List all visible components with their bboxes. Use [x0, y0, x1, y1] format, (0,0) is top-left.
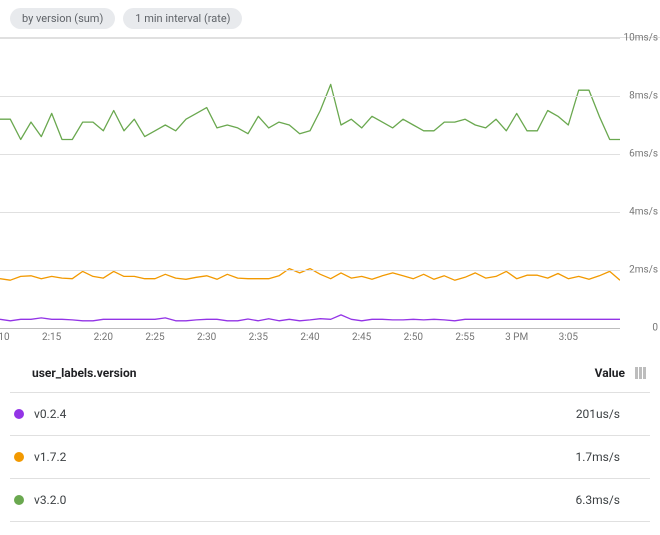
- chart-y-tick-label: 0: [652, 323, 658, 334]
- bars-icon[interactable]: [635, 367, 646, 379]
- chart-gridline: [0, 38, 620, 39]
- legend-swatch: [14, 495, 24, 505]
- chart-gridline: [0, 212, 620, 213]
- chart-x-tick-label: 2:50: [404, 332, 423, 343]
- legend-label: v3.2.0: [34, 493, 575, 507]
- chart-plot-area: 02ms/s4ms/s6ms/s8ms/s10ms/s: [0, 38, 620, 328]
- series-line: [0, 84, 620, 139]
- chart-x-tick-label: 2:20: [94, 332, 113, 343]
- legend-row[interactable]: v3.2.06.3ms/s: [10, 479, 650, 522]
- chart-x-tick-label: 3 PM: [505, 332, 528, 343]
- chart-gridline: [0, 270, 620, 271]
- chart-y-tick-label: 6ms/s: [629, 149, 658, 160]
- chart-x-tick-label: 2:55: [455, 332, 474, 343]
- chart-y-tick-label: 2ms/s: [629, 265, 658, 276]
- legend-swatch: [14, 409, 24, 419]
- chart-x-axis: 2:10 2:15 2:20 2:25 2:30 2:35 2:40 2:45 2:50 2:55…: [0, 328, 620, 348]
- chip-row: by version (sum) 1 min interval (rate): [0, 0, 660, 37]
- legend: user_labels.version Value v0.2.4201us/sv…: [0, 352, 660, 522]
- chip-interval[interactable]: 1 min interval (rate): [123, 8, 242, 29]
- chart-y-tick-label: 10ms/s: [624, 33, 658, 44]
- legend-row[interactable]: v1.7.21.7ms/s: [10, 436, 650, 479]
- chart-x-tick-label: 2:35: [249, 332, 268, 343]
- chart-x-tick-label: 3:05: [559, 332, 578, 343]
- panel: by version (sum) 1 min interval (rate) 0…: [0, 0, 660, 522]
- chart-x-tick-label: 2:15: [42, 332, 61, 343]
- chart-x-tick-label: 2:45: [352, 332, 371, 343]
- legend-header: user_labels.version Value: [10, 352, 650, 393]
- chart-lines: [0, 38, 620, 328]
- chart: 02ms/s4ms/s6ms/s8ms/s10ms/s 2:10 2:15 2:20…: [0, 37, 660, 352]
- chart-y-tick-label: 4ms/s: [629, 207, 658, 218]
- legend-value: 201us/s: [576, 407, 620, 421]
- legend-label: v1.7.2: [34, 450, 575, 464]
- legend-header-value: Value: [595, 366, 625, 380]
- legend-swatch: [14, 452, 24, 462]
- legend-header-label: user_labels.version: [32, 366, 595, 380]
- legend-value: 6.3ms/s: [575, 493, 620, 507]
- chart-gridline: [0, 154, 620, 155]
- chart-x-tick-label: 2:10: [0, 332, 10, 343]
- legend-value: 1.7ms/s: [575, 450, 620, 464]
- chart-x-tick-label: 2:40: [300, 332, 319, 343]
- series-line: [0, 315, 620, 321]
- chart-gridline: [0, 96, 620, 97]
- chip-aggregation[interactable]: by version (sum): [10, 8, 115, 29]
- legend-label: v0.2.4: [34, 407, 576, 421]
- chart-y-tick-label: 8ms/s: [629, 91, 658, 102]
- chart-x-tick-label: 2:25: [145, 332, 164, 343]
- legend-row[interactable]: v0.2.4201us/s: [10, 393, 650, 436]
- chart-x-tick-label: 2:30: [197, 332, 216, 343]
